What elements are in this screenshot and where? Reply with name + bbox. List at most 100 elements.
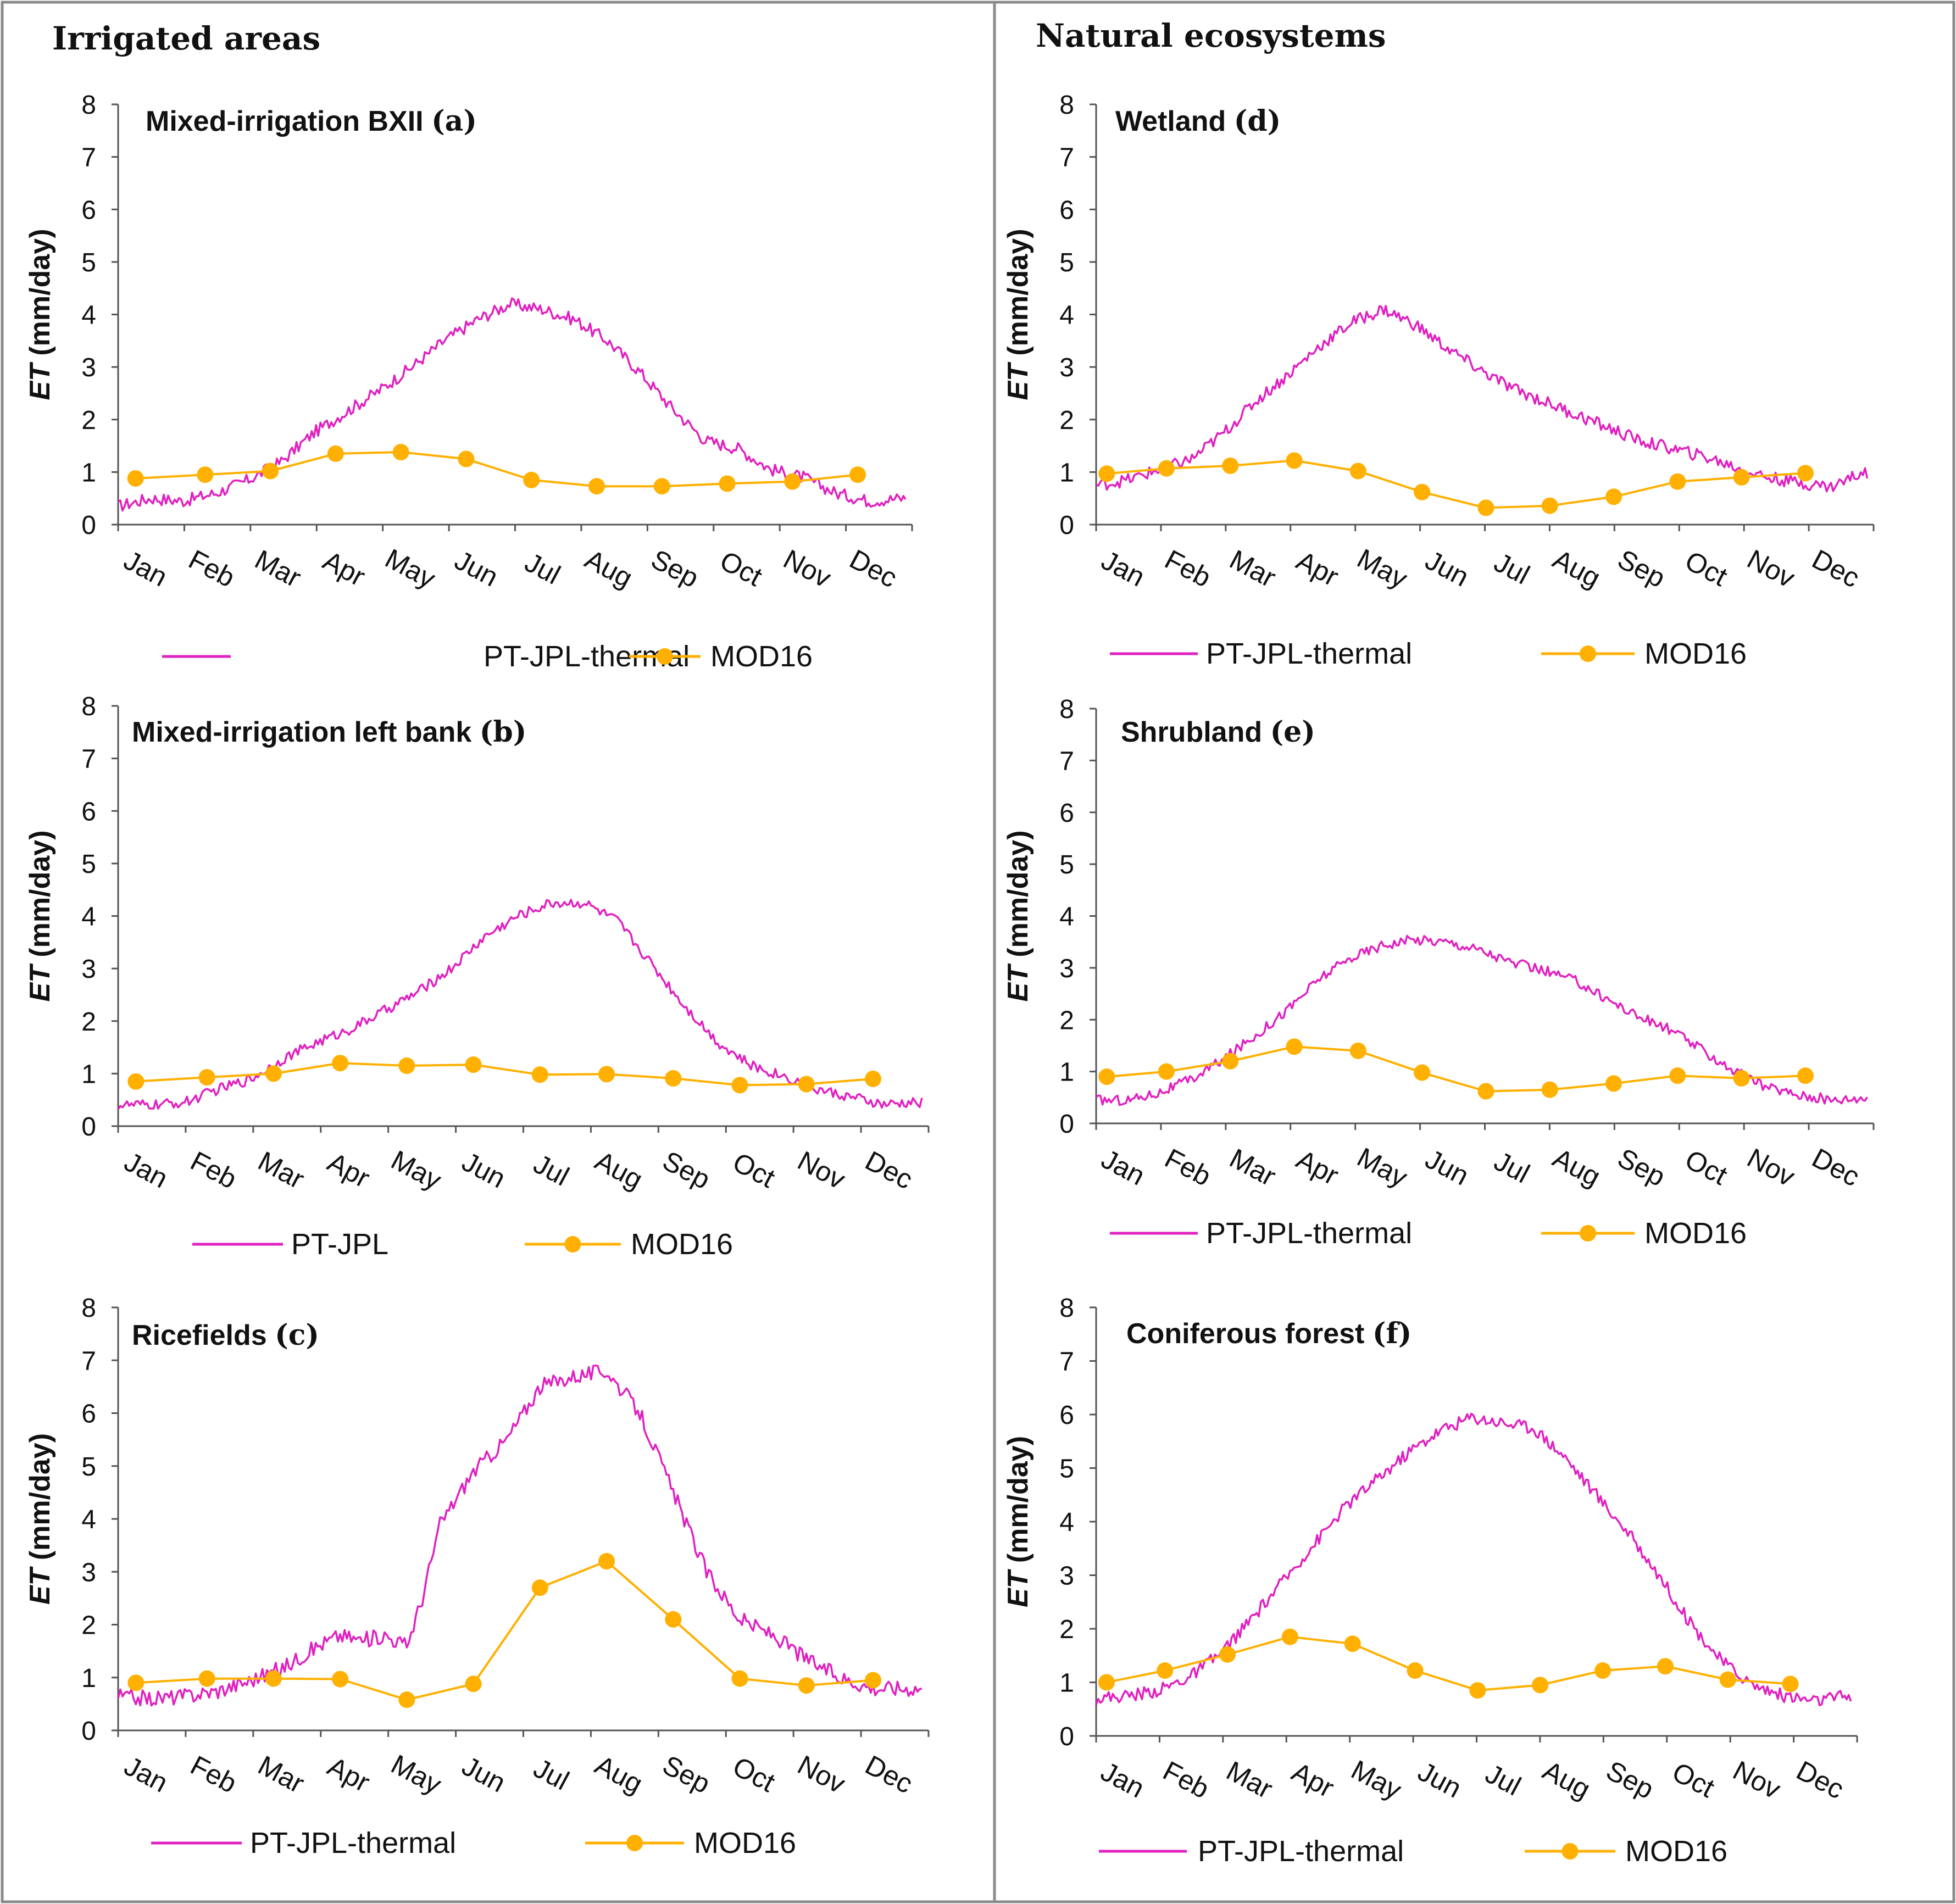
y-axis-label-var: ET: [24, 1566, 56, 1605]
mod16-point: [1222, 1053, 1239, 1070]
y-axis-label-unit: (mm/day): [1002, 830, 1034, 965]
legend-marker-mod16: [1580, 1225, 1596, 1242]
y-axis-label-unit: (mm/day): [1002, 229, 1034, 364]
y-tick-label: 6: [81, 196, 96, 225]
y-axis-label-unit: (mm/day): [24, 1433, 56, 1568]
y-tick-label: 4: [81, 903, 96, 932]
mod16-point: [1477, 1083, 1494, 1100]
mod16-point: [127, 1674, 145, 1691]
mod16-point: [465, 1675, 482, 1693]
series-line-mod16: [136, 1560, 874, 1701]
mod16-point: [197, 466, 214, 483]
mod16-point: [127, 1073, 145, 1090]
mod16-point: [1414, 483, 1431, 500]
y-tick-label: 7: [1059, 1348, 1074, 1377]
y-tick-label: 8: [81, 1294, 96, 1323]
y-tick-label: 1: [81, 458, 96, 487]
mod16-point: [731, 1670, 748, 1687]
mod16-point: [653, 478, 670, 495]
panel-title: Mixed-irrigation BXII (a): [146, 104, 477, 138]
mod16-point: [849, 466, 866, 483]
panel-title: Shrubland (e): [1121, 715, 1315, 749]
mod16-point: [1594, 1662, 1612, 1679]
panel-letter: (d): [1234, 104, 1281, 138]
mod16-point: [1669, 473, 1686, 490]
mod16-point: [262, 463, 279, 480]
y-axis-label-unit: (mm/day): [24, 830, 56, 965]
y-axis-label-var: ET: [1002, 1568, 1034, 1607]
series-line-pt-jpl: [1096, 304, 1869, 493]
legend-label-pt-jpl: PT-JPL-thermal: [250, 1827, 456, 1860]
mod16-point: [784, 473, 801, 490]
legend-label-pt-jpl: PT-JPL-thermal: [1206, 1217, 1412, 1250]
y-tick-label: 6: [1059, 1401, 1074, 1430]
mod16-point: [1605, 488, 1622, 505]
legend-label-mod16: MOD16: [710, 640, 813, 673]
legend-label-mod16: MOD16: [1644, 1217, 1747, 1250]
mod16-point: [1098, 1674, 1115, 1691]
mod16-point: [665, 1070, 682, 1087]
mod16-point: [523, 471, 540, 488]
legend-marker-mod16: [564, 1236, 581, 1252]
y-tick-label: 1: [1059, 1058, 1074, 1087]
mod16-point: [398, 1691, 415, 1708]
series-line-pt-jpl: [118, 297, 907, 512]
mod16-point: [1733, 469, 1750, 486]
y-tick-label: 3: [81, 353, 96, 382]
y-tick-label: 7: [1059, 747, 1074, 776]
y-tick-label: 2: [81, 1611, 96, 1640]
section-title-natural: Natural ecosystems: [1036, 17, 1386, 54]
y-tick-label: 8: [1059, 91, 1074, 120]
legend-label-mod16: MOD16: [631, 1228, 733, 1261]
y-tick-label: 4: [1059, 301, 1074, 330]
mod16-point: [1158, 460, 1175, 477]
series-line-mod16: [1107, 459, 1806, 509]
mod16-point: [1782, 1675, 1799, 1693]
mod16-point: [1286, 452, 1303, 469]
mod16-point: [531, 1579, 548, 1596]
mod16-point: [1344, 1635, 1361, 1652]
mod16-point: [588, 478, 605, 495]
y-axis-label-var: ET: [24, 963, 56, 1002]
y-tick-label: 8: [1059, 695, 1074, 724]
mod16-point: [598, 1553, 615, 1569]
legend-label-mod16: MOD16: [1625, 1835, 1727, 1868]
y-tick-label: 7: [81, 1346, 96, 1376]
y-tick-label: 1: [81, 1664, 96, 1693]
y-tick-label: 3: [81, 1558, 96, 1587]
legend-marker-mod16: [626, 1835, 643, 1851]
panel-title: Mixed-irrigation left bank (b): [132, 715, 526, 749]
mod16-point: [1157, 1662, 1174, 1679]
y-tick-label: 0: [1059, 1722, 1074, 1751]
panel-letter: (f): [1372, 1317, 1412, 1350]
y-tick-label: 5: [81, 248, 96, 277]
panel-title: Coniferous forest (f): [1126, 1317, 1412, 1350]
y-tick-label: 6: [81, 1400, 96, 1429]
legend: PT-JPL-thermal MOD16: [1110, 637, 1747, 670]
y-tick-label: 3: [1059, 353, 1074, 382]
y-tick-label: 6: [81, 797, 96, 826]
legend-label-pt-jpl: PT-JPL-thermal: [1206, 637, 1412, 670]
y-axis-label-unit: (mm/day): [24, 229, 56, 364]
mod16-point: [458, 450, 475, 467]
panel-letter: (c): [275, 1318, 319, 1352]
mod16-point: [1733, 1070, 1750, 1087]
mod16-point: [1098, 465, 1115, 482]
y-tick-label: 2: [1059, 1006, 1074, 1035]
y-tick-label: 5: [81, 850, 96, 879]
y-tick-label: 0: [81, 1112, 96, 1142]
mod16-point: [265, 1065, 282, 1082]
y-tick-label: 0: [81, 511, 96, 540]
legend: PT-JPL-thermal MOD16: [1110, 1217, 1747, 1250]
legend: PT-JPL-thermal MOD16: [1099, 1835, 1727, 1868]
y-tick-label: 2: [81, 1007, 96, 1037]
y-tick-label: 2: [1059, 1615, 1074, 1644]
mod16-point: [398, 1057, 415, 1075]
mod16-point: [1469, 1682, 1486, 1699]
legend-label-mod16: MOD16: [1644, 637, 1747, 670]
y-tick-label: 6: [1059, 799, 1074, 828]
y-tick-label: 1: [1059, 1669, 1074, 1698]
mod16-point: [1222, 457, 1239, 474]
